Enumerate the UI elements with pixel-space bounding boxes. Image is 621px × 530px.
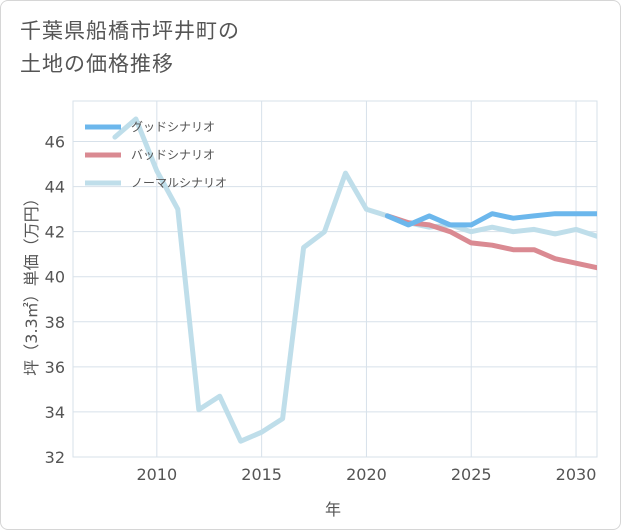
x-tick-label: 2010 (136, 465, 177, 484)
x-tick-label: 2020 (346, 465, 387, 484)
legend-label-bad: バッドシナリオ (131, 148, 215, 162)
series-line-normal (112, 116, 597, 444)
title-line-1: 千葉県船橋市坪井町の (20, 19, 240, 43)
grid (72, 100, 598, 458)
y-tick-label: 36 (45, 358, 65, 377)
x-tick-label: 2025 (451, 465, 492, 484)
y-axis-title: 坪（3.3㎡）単価（万円） (22, 190, 41, 375)
y-tick-label: 40 (45, 268, 65, 287)
page-title: 千葉県船橋市坪井町の 土地の価格推移 (20, 15, 240, 81)
x-axis-title: 年 (325, 500, 341, 519)
x-tick-label: 2015 (241, 465, 282, 484)
legend-label-good: グッドシナリオ (131, 120, 215, 134)
axis-ticks: 32 34 36 38 40 42 44 46 2010 2015 2020 2025 2030 (45, 133, 597, 484)
y-tick-label: 46 (45, 133, 65, 152)
legend-label-normal: ノーマルシナリオ (131, 176, 227, 190)
plot-area (73, 101, 597, 457)
y-tick-label: 38 (45, 313, 65, 332)
y-tick-label: 32 (45, 448, 65, 467)
title-line-2: 土地の価格推移 (20, 52, 174, 76)
plot-frame (72, 100, 598, 458)
y-tick-label: 44 (45, 178, 65, 197)
series-line-good (384, 211, 597, 228)
x-tick-label: 2030 (556, 465, 597, 484)
series-line-bad (384, 213, 597, 271)
series-layer (112, 116, 597, 444)
y-tick-label: 42 (45, 223, 65, 242)
y-tick-label: 34 (45, 403, 65, 422)
